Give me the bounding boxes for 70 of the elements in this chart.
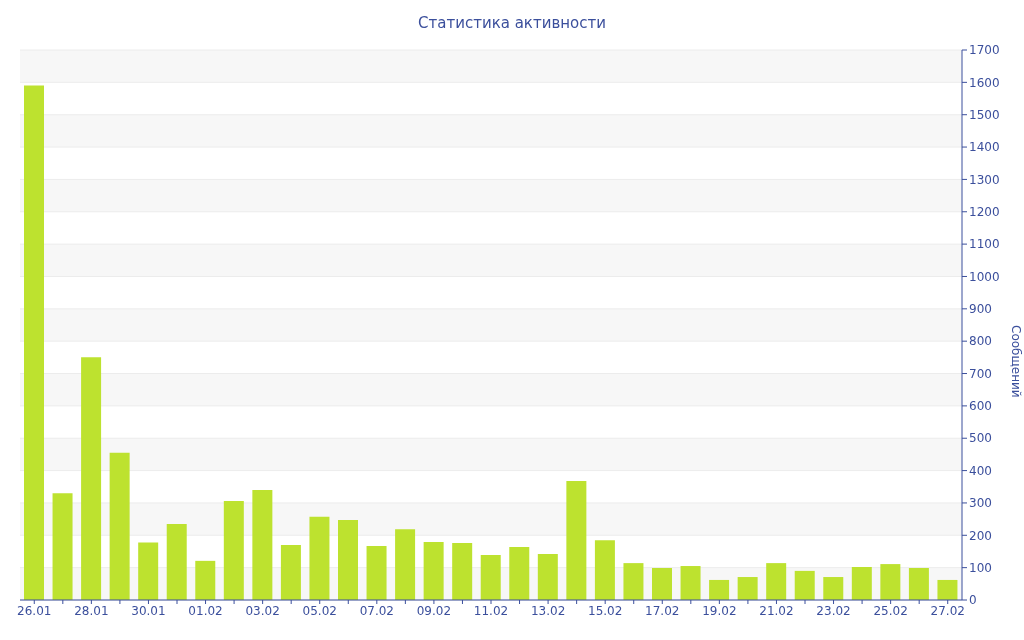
y-tick-label: 1700 [969, 43, 1000, 58]
bar [623, 563, 644, 600]
bar [395, 529, 416, 600]
bar [252, 490, 273, 600]
bar [166, 523, 187, 600]
bar [423, 542, 444, 600]
x-tick-label: 17.02 [645, 603, 680, 618]
y-tick-label: 200 [969, 528, 992, 543]
chart-title: Статистика активности [417, 14, 607, 32]
bar [452, 543, 473, 600]
bar [594, 540, 615, 600]
x-tick-label: 21.02 [759, 603, 794, 618]
y-tick-label: 600 [969, 399, 992, 414]
bar [823, 577, 844, 600]
x-tick-label: 26.01 [17, 603, 52, 618]
x-tick-label: 30.01 [131, 603, 166, 618]
y-tick-label: 700 [969, 366, 992, 381]
bar [52, 493, 73, 600]
y-tick-label: 1100 [969, 237, 1000, 252]
x-tick-label: 03.02 [245, 603, 280, 618]
x-tick-label: 27.02 [930, 603, 965, 618]
x-tick-label: 28.01 [74, 603, 109, 618]
bar [680, 566, 701, 600]
bar [24, 85, 44, 600]
x-tick-label: 07.02 [359, 603, 394, 618]
bar [766, 563, 787, 600]
y-tick-label: 1000 [969, 269, 1000, 284]
y-tick-label: 400 [969, 463, 992, 478]
y-tick-label: 300 [969, 496, 992, 511]
bar [537, 554, 558, 600]
y-tick-label: 1200 [969, 205, 1000, 220]
bar [737, 577, 758, 600]
y-axis-title: Сообщений [1008, 325, 1023, 398]
y-tick-label: 800 [969, 334, 992, 349]
bar [366, 545, 387, 600]
x-tick-label: 09.02 [416, 603, 452, 618]
bar [851, 567, 872, 600]
bar [195, 560, 216, 600]
x-tick-label: 01.02 [188, 603, 223, 618]
y-tick-label: 100 [969, 560, 992, 575]
bar [480, 555, 501, 600]
bar [338, 520, 358, 600]
y-tick-label: 0 [969, 593, 977, 608]
bar [794, 570, 815, 600]
x-tick-label: 15.02 [588, 603, 623, 618]
bar [566, 480, 587, 600]
x-tick-label: 19.02 [702, 603, 737, 618]
bar [509, 546, 530, 600]
x-tick-label: 23.02 [816, 603, 851, 618]
bar [652, 567, 672, 600]
y-tick-label: 1400 [969, 140, 1000, 155]
y-tick-label: 500 [969, 431, 992, 446]
bar [223, 501, 244, 600]
bar [309, 516, 330, 600]
bar [709, 579, 730, 600]
bar [81, 357, 102, 600]
bar [880, 564, 901, 600]
bar [138, 542, 159, 600]
bar [937, 579, 958, 600]
x-tick-label: 25.02 [873, 603, 908, 618]
bar [908, 567, 929, 600]
bar [109, 452, 130, 600]
x-tick-label: 11.02 [473, 603, 509, 618]
x-tick-label: 05.02 [302, 603, 337, 618]
bar [280, 545, 301, 600]
y-tick-label: 1300 [969, 172, 1000, 187]
y-tick-label: 1600 [969, 75, 1000, 90]
y-tick-label: 1500 [969, 107, 1000, 122]
x-tick-label: 13.02 [530, 603, 566, 618]
y-tick-label: 900 [969, 302, 992, 317]
